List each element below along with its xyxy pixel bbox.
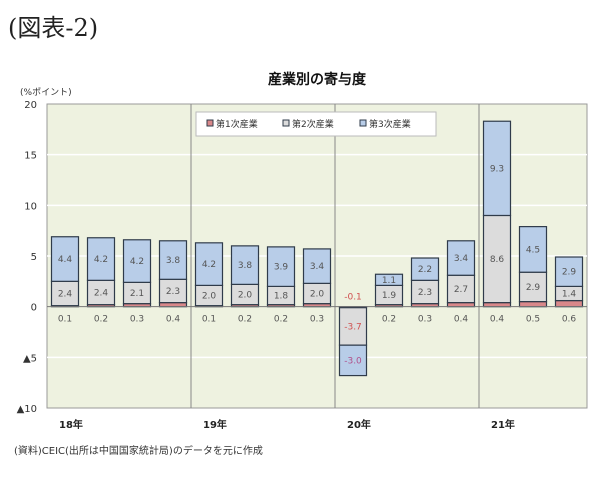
bar-segment	[158, 302, 188, 308]
data-label: 0.2	[238, 315, 252, 325]
data-label: 2.7	[454, 285, 468, 295]
chart-title: 産業別の寄与度	[268, 71, 367, 88]
data-label: 2.3	[418, 288, 432, 298]
figure-heading: (図表-2)	[8, 14, 99, 42]
data-label: 0.4	[454, 315, 469, 325]
data-label: 0.1	[202, 315, 216, 325]
data-label: -3.7	[344, 322, 362, 332]
data-label: 2.2	[418, 265, 432, 275]
bar-segment	[374, 273, 404, 286]
bar-segment	[266, 246, 296, 288]
data-label: 2.1	[130, 289, 144, 299]
data-label: 4.2	[94, 255, 108, 265]
bar-segment	[86, 237, 116, 281]
data-label: 0.3	[418, 315, 432, 325]
data-label: 8.6	[490, 255, 505, 265]
data-label: 0.5	[526, 315, 540, 325]
data-label: 2.4	[58, 289, 73, 299]
data-label: 0.2	[94, 315, 108, 325]
bar-segment	[482, 302, 512, 308]
y-tick-label: 0	[31, 303, 37, 314]
data-label: 0.2	[274, 315, 288, 325]
bar-segment	[482, 120, 512, 217]
y-tick-label: 10	[24, 201, 37, 212]
bar-segment	[518, 301, 548, 308]
bar-segment	[338, 307, 368, 346]
legend-swatch	[206, 119, 214, 127]
data-label: 0.3	[310, 315, 324, 325]
data-label: 1.1	[382, 276, 396, 286]
data-label: 1.4	[562, 289, 577, 299]
bar-segment	[446, 240, 476, 276]
legend-series-3: 第3次産業	[369, 118, 411, 130]
data-label: 3.4	[454, 254, 469, 264]
legend-series-2: 第2次産業	[292, 118, 334, 130]
data-label: 2.3	[166, 287, 180, 297]
y-axis-unit: (%ポイント)	[20, 87, 72, 98]
bar-segment	[554, 256, 584, 288]
bar-segment	[446, 302, 476, 308]
data-label: 2.9	[526, 283, 541, 293]
data-label: 2.9	[562, 268, 577, 278]
data-label: 2.0	[202, 292, 217, 302]
bar-segment	[158, 240, 188, 280]
year-label: 19年	[203, 418, 227, 431]
legend-swatch	[359, 119, 367, 127]
data-label: 1.9	[382, 291, 397, 301]
data-label: 0.6	[562, 315, 577, 325]
data-label: 2.0	[238, 291, 253, 301]
bar-segment	[518, 271, 548, 303]
data-label: 3.4	[310, 262, 325, 272]
data-label: 3.8	[166, 256, 181, 266]
year-label: 18年	[59, 418, 83, 431]
year-label: 21年	[491, 418, 515, 431]
y-tick-label: ▲5	[23, 353, 37, 364]
year-label: 20年	[347, 418, 371, 431]
legend	[195, 111, 437, 137]
data-label: 0.3	[130, 315, 144, 325]
legend-swatch	[282, 119, 290, 127]
bar-segment	[554, 299, 584, 308]
data-label: 0.4	[166, 315, 181, 325]
data-label: 0.1	[58, 315, 72, 325]
bar-segment	[122, 239, 152, 283]
data-label: 4.5	[526, 245, 540, 255]
source-note: (資料)CEIC(出所は中国国家統計局)のデータを元に作成	[14, 446, 263, 457]
data-label: 0.2	[382, 315, 396, 325]
bar-segment	[482, 214, 512, 304]
bar-segment	[230, 245, 260, 285]
data-label: -3.0	[344, 356, 362, 366]
data-label: 3.9	[274, 263, 289, 273]
legend-series-1: 第1次産業	[216, 118, 258, 130]
bar-segment	[446, 274, 476, 304]
bar-segment	[518, 226, 548, 273]
bar-segment	[50, 280, 80, 307]
data-label: 1.8	[274, 292, 289, 302]
data-label: 9.3	[490, 164, 504, 174]
data-label: 0.4	[490, 315, 505, 325]
bar-segment	[194, 242, 224, 286]
data-label: 4.2	[202, 260, 216, 270]
bar-segment	[50, 236, 80, 282]
data-label: 2.4	[94, 288, 109, 298]
y-tick-label: 5	[31, 252, 37, 263]
data-label: 3.8	[238, 261, 253, 271]
y-tick-label: 20	[24, 100, 37, 111]
y-tick-label: ▲10	[17, 404, 37, 415]
data-label: 4.2	[130, 257, 144, 267]
data-label: 4.4	[58, 255, 73, 265]
bar-segment	[410, 257, 440, 281]
bar-segment	[338, 344, 368, 377]
data-label: -0.1	[344, 293, 362, 303]
data-label: 2.0	[310, 289, 325, 299]
bar-segment	[302, 248, 332, 284]
y-tick-label: 15	[24, 151, 37, 162]
